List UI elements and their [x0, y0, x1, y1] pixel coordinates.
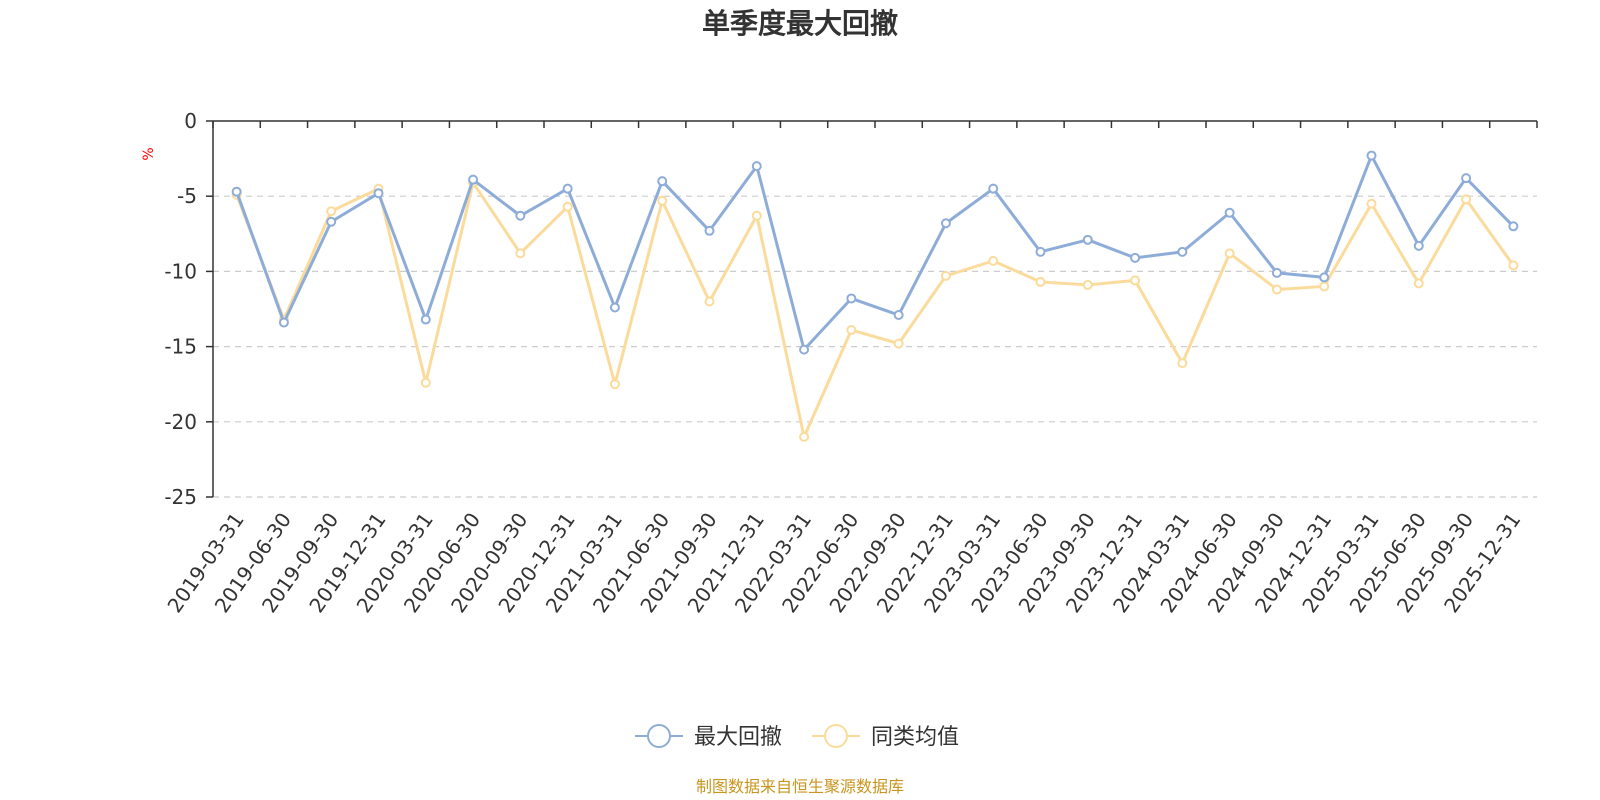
data-point — [1177, 246, 1188, 257]
data-point — [1271, 284, 1282, 295]
data-point — [799, 431, 810, 442]
data-point — [231, 186, 242, 197]
data-point — [278, 317, 289, 328]
y-tick-label: -10 — [164, 259, 197, 283]
series-line — [235, 154, 1515, 352]
data-point — [1413, 240, 1424, 251]
data-point — [751, 210, 762, 221]
legend-marker — [647, 724, 671, 748]
data-point — [1366, 198, 1377, 209]
data-point — [893, 338, 904, 349]
y-axis-labels: 0 -5 -10 -15 -20 -25 — [164, 109, 197, 509]
data-point — [940, 218, 951, 229]
x-axis-labels: 2019-03-312019-06-302019-09-302019-12-31… — [162, 508, 1525, 617]
data-point — [1082, 279, 1093, 290]
data-point — [1461, 194, 1472, 205]
data-point — [1461, 173, 1472, 184]
data-point — [562, 183, 573, 194]
y-tick-label: -5 — [177, 184, 197, 208]
data-point — [515, 248, 526, 259]
data-point — [420, 314, 431, 325]
data-point — [1130, 252, 1141, 263]
source-note: 制图数据来自恒生聚源数据库 — [696, 777, 904, 796]
data-point — [609, 302, 620, 313]
data-point — [1035, 246, 1046, 257]
legend-marker — [824, 724, 848, 748]
legend-item-peer-average[interactable]: 同类均值 — [812, 724, 959, 750]
y-axis-unit: % — [141, 147, 157, 160]
y-tick-label: -15 — [164, 335, 197, 359]
data-point — [1130, 275, 1141, 286]
series-layer — [231, 150, 1519, 442]
data-point — [1224, 207, 1235, 218]
data-point — [799, 344, 810, 355]
data-point — [1366, 150, 1377, 161]
data-point — [1319, 272, 1330, 283]
data-point — [751, 161, 762, 172]
series-line — [235, 181, 1515, 439]
legend-item-max-drawdown[interactable]: 最大回撤 — [635, 724, 782, 750]
data-point — [420, 377, 431, 388]
data-point — [704, 225, 715, 236]
data-point — [1413, 278, 1424, 289]
data-point — [1508, 260, 1519, 271]
data-point — [988, 183, 999, 194]
chart-title: 单季度最大回撤 — [702, 7, 898, 40]
data-point — [657, 176, 668, 187]
data-point — [326, 216, 337, 227]
data-point — [846, 325, 857, 336]
data-point — [609, 379, 620, 390]
legend-label: 最大回撤 — [694, 725, 782, 750]
data-point — [1271, 267, 1282, 278]
data-point — [373, 188, 384, 199]
data-point — [1224, 248, 1235, 259]
data-point — [1177, 358, 1188, 369]
data-point — [704, 296, 715, 307]
axes — [206, 120, 1538, 498]
legend-label: 同类均值 — [871, 725, 959, 750]
data-point — [988, 255, 999, 266]
y-tick-label: -25 — [164, 485, 197, 509]
data-point — [468, 174, 479, 185]
data-point — [1508, 221, 1519, 232]
data-point — [846, 293, 857, 304]
data-point — [1319, 281, 1330, 292]
data-point — [1082, 234, 1093, 245]
data-point — [326, 206, 337, 217]
data-point — [562, 201, 573, 212]
series-max-drawdown — [231, 150, 1519, 355]
data-point — [940, 270, 951, 281]
data-point — [657, 195, 668, 206]
series-peer-average — [231, 177, 1519, 442]
data-point — [515, 210, 526, 221]
data-point — [893, 310, 904, 321]
data-point — [1035, 276, 1046, 287]
y-tick-label: 0 — [184, 109, 197, 133]
y-tick-label: -20 — [164, 410, 197, 434]
legend[interactable]: 最大回撤 同类均值 — [635, 724, 959, 750]
